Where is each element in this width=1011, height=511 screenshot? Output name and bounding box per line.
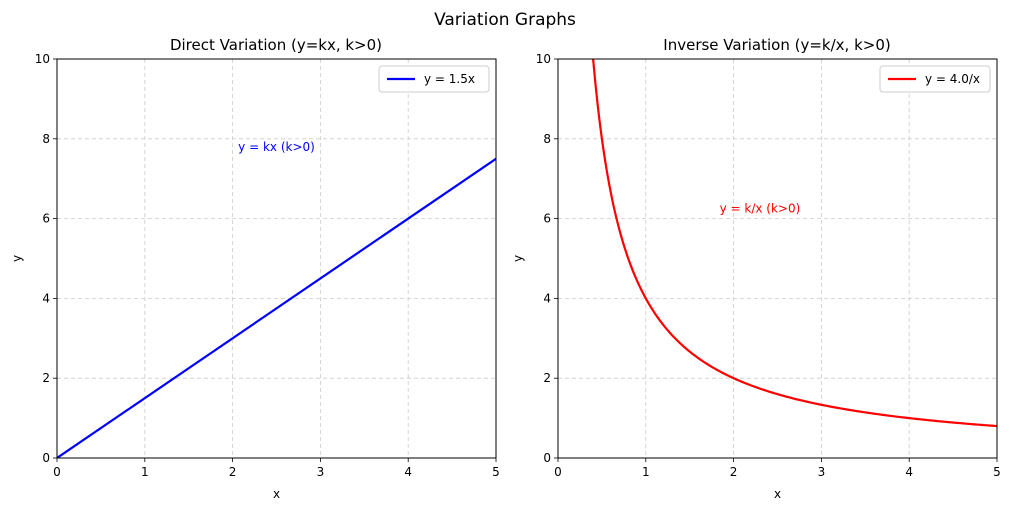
x-tick-label: 5 bbox=[993, 465, 1001, 479]
direct-variation-panel: Direct Variation (y=kx, k>0) y = kx (k>0)… bbox=[10, 36, 500, 501]
y-tick-label: 4 bbox=[543, 291, 551, 305]
y-tick-label: 6 bbox=[543, 212, 551, 226]
y-tick-label: 8 bbox=[42, 132, 50, 146]
inverse-variation-panel: Inverse Variation (y=k/x, k>0) y = k/x (k… bbox=[511, 36, 1001, 501]
x-tick-label: 4 bbox=[905, 465, 913, 479]
y-tick-label: 2 bbox=[543, 371, 551, 385]
y-tick-label: 2 bbox=[42, 371, 50, 385]
x-tick-label: 5 bbox=[492, 465, 500, 479]
inverse-y-axis-label: y bbox=[511, 255, 525, 262]
figure-title: Variation Graphs bbox=[434, 10, 576, 30]
x-tick-label: 1 bbox=[642, 465, 650, 479]
inverse-legend: y = 4.0/x bbox=[879, 65, 991, 93]
plot-frame bbox=[56, 58, 497, 459]
direct-y-axis-label: y bbox=[10, 255, 24, 262]
y-tick-label: 4 bbox=[42, 291, 50, 305]
y-tick-label: 10 bbox=[35, 52, 50, 66]
inverse-series-line bbox=[592, 59, 997, 428]
x-tick-label: 3 bbox=[317, 465, 325, 479]
y-tick-label: 10 bbox=[536, 52, 551, 66]
legend-box bbox=[378, 65, 490, 93]
x-tick-label: 3 bbox=[818, 465, 826, 479]
legend-label: y = 4.0/x bbox=[925, 72, 980, 86]
x-tick-label: 1 bbox=[141, 465, 149, 479]
x-tick-label: 0 bbox=[53, 465, 61, 479]
x-tick-label: 4 bbox=[404, 465, 412, 479]
x-tick-label: 2 bbox=[229, 465, 237, 479]
direct-legend: y = 1.5x bbox=[378, 65, 490, 93]
y-tick-label: 6 bbox=[42, 212, 50, 226]
y-tick-label: 0 bbox=[543, 451, 551, 465]
y-tick-label: 8 bbox=[543, 132, 551, 146]
x-tick-label: 2 bbox=[730, 465, 738, 479]
direct-x-axis-label: x bbox=[273, 487, 280, 501]
inverse-chart-title: Inverse Variation (y=k/x, k>0) bbox=[663, 36, 890, 54]
direct-chart-title: Direct Variation (y=kx, k>0) bbox=[170, 36, 382, 54]
legend-label: y = 1.5x bbox=[424, 72, 475, 86]
inverse-annotation: y = k/x (k>0) bbox=[720, 202, 801, 216]
direct-annotation: y = kx (k>0) bbox=[238, 140, 315, 154]
direct-series-line bbox=[57, 157, 496, 458]
inverse-x-axis-label: x bbox=[774, 487, 781, 501]
legend-box bbox=[879, 65, 991, 93]
x-tick-label: 0 bbox=[554, 465, 562, 479]
plot-frame bbox=[557, 58, 998, 459]
y-tick-label: 0 bbox=[42, 451, 50, 465]
